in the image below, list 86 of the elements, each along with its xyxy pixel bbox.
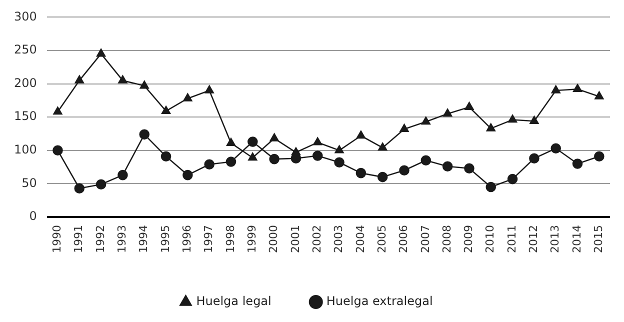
- point: [160, 151, 172, 162]
- point: [270, 133, 279, 142]
- point: [139, 129, 150, 140]
- x-tick-label: 2003: [332, 225, 346, 254]
- x-tick-label: 1994: [137, 225, 150, 254]
- x-tick-label: 1992: [94, 225, 107, 254]
- x-tick-label: 1993: [116, 225, 129, 254]
- point: [443, 108, 452, 117]
- point: [464, 163, 474, 174]
- point: [486, 182, 496, 192]
- point: [399, 165, 410, 176]
- point: [140, 80, 149, 89]
- point: [183, 93, 192, 102]
- point: [53, 106, 62, 115]
- x-tick-label: 2011: [505, 225, 518, 254]
- x-tick-label: 2008: [440, 225, 454, 254]
- point: [204, 159, 214, 170]
- x-tick-label: 2002: [310, 225, 324, 254]
- point: [594, 151, 604, 162]
- x-tick-label: 2001: [288, 225, 302, 254]
- x-tick-label: 1995: [158, 225, 172, 254]
- x-tick-label: 2005: [375, 225, 388, 254]
- x-tick-label: 1999: [246, 225, 259, 254]
- y-tick-label: 200: [14, 76, 37, 90]
- point: [161, 106, 171, 114]
- x-tick-label: 1997: [202, 225, 216, 254]
- point: [356, 168, 366, 178]
- y-tick-label: 0: [29, 209, 37, 224]
- point: [52, 145, 63, 156]
- x-tick-label: 2014: [570, 225, 584, 254]
- x-tick-label: 2006: [397, 225, 410, 254]
- x-tick-label: 1990: [50, 225, 64, 254]
- point: [594, 91, 604, 100]
- point: [334, 157, 344, 168]
- point: [442, 161, 453, 172]
- point: [378, 142, 388, 151]
- point: [486, 123, 496, 132]
- point: [74, 183, 85, 194]
- x-tick-label: 1998: [224, 225, 237, 254]
- point: [551, 85, 560, 94]
- y-tick-label: 150: [14, 109, 37, 124]
- x-tick-label: 2010: [484, 225, 497, 254]
- point: [572, 84, 582, 92]
- point: [118, 75, 128, 84]
- y-tick-label: 50: [22, 176, 37, 190]
- point: [421, 116, 430, 125]
- point: [507, 174, 518, 184]
- y-tick-label: 250: [14, 42, 37, 57]
- point: [118, 170, 128, 180]
- point: [334, 145, 344, 154]
- point: [377, 172, 388, 182]
- x-tick-label: 2000: [267, 225, 280, 254]
- point: [313, 137, 322, 146]
- point: [291, 147, 301, 156]
- point: [226, 156, 236, 167]
- y-tick-label: 100: [14, 142, 37, 157]
- point: [269, 154, 280, 164]
- x-tick-label: 2012: [527, 225, 540, 254]
- x-tick-label: 2009: [462, 225, 476, 254]
- point: [182, 170, 193, 180]
- x-tick-label: 1991: [72, 225, 86, 254]
- point: [226, 138, 236, 146]
- point: [530, 116, 539, 124]
- legend-label: Huelga legal: [196, 294, 272, 308]
- x-tick-label: 2004: [354, 225, 367, 254]
- x-tick-label: 2013: [548, 225, 562, 254]
- legend-label: Huelga extralegal: [326, 294, 433, 308]
- point: [248, 152, 258, 161]
- point: [550, 143, 562, 154]
- x-tick-label: 2007: [418, 225, 432, 254]
- point: [572, 158, 583, 169]
- x-tick-label: 1996: [180, 225, 194, 254]
- y-tick-label: 300: [14, 9, 37, 24]
- point: [529, 153, 540, 164]
- point: [204, 85, 214, 94]
- point: [400, 124, 409, 132]
- point: [96, 48, 106, 57]
- point: [96, 179, 106, 190]
- point: [464, 102, 474, 110]
- point: [508, 114, 518, 123]
- x-tick-label: 2015: [592, 225, 606, 254]
- point: [74, 75, 84, 84]
- point: [248, 136, 258, 147]
- point: [312, 150, 323, 161]
- point: [420, 155, 432, 166]
- point: [356, 130, 366, 139]
